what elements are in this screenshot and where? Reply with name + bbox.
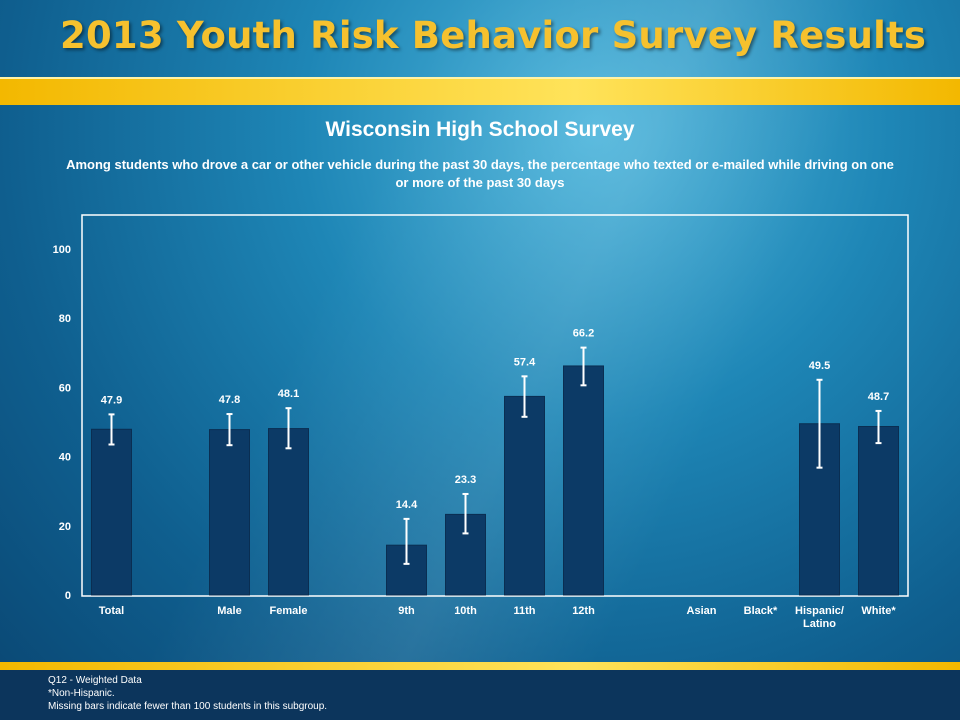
category-label: Male [217,605,241,617]
category-label: 9th [398,605,415,617]
y-tick-label: 0 [65,590,71,602]
category-label: Asian [687,605,717,617]
data-label: 57.4 [514,356,536,368]
category-label: Black* [744,605,778,617]
bar [563,365,604,596]
footnote-non-hispanic: *Non-Hispanic. [48,688,115,699]
plot-frame [81,214,909,597]
bar [858,425,899,596]
bar-chart: 0 20 40 60 80 100 47.9 Total 47.8 Male 48.1 Female 1… [53,214,909,630]
data-label: 48.1 [278,388,299,400]
y-tick-label: 80 [59,313,71,325]
chart-subtitle: Among students who drove a car or other … [66,157,894,190]
category-label: White* [861,605,896,617]
category-label: 12th [572,605,595,617]
data-label: 23.3 [455,474,476,486]
category-label: 11th [513,605,535,617]
bar [504,395,545,596]
bar [91,428,132,596]
data-label: 48.7 [868,391,889,403]
data-label: 66.2 [573,328,594,340]
footer: Q12 - Weighted Data *Non-Hispanic. Missi… [0,670,960,720]
bottom-stripe [0,662,960,670]
data-label: 47.9 [101,394,122,406]
data-label: 49.5 [809,360,830,372]
footnote-data-note: Q12 - Weighted Data [48,675,142,686]
gold-stripe [0,77,960,105]
y-tick-label: 100 [53,244,71,256]
y-tick-label: 60 [59,382,71,394]
bar [268,428,309,596]
category-label: Total [99,605,124,617]
y-tick-label: 20 [59,521,71,533]
category-label: Hispanic/Latino [795,605,844,630]
footnote-missing-bars: Missing bars indicate fewer than 100 stu… [48,701,328,712]
category-label: Female [270,605,308,617]
data-label: 14.4 [396,499,418,511]
banner-title: 2013 Youth Risk Behavior Survey Results [60,14,927,57]
chart-title: Wisconsin High School Survey [325,118,635,141]
data-label: 47.8 [219,394,240,406]
y-tick-label: 40 [59,452,71,464]
category-label: 10th [454,605,477,617]
bar [209,429,250,596]
